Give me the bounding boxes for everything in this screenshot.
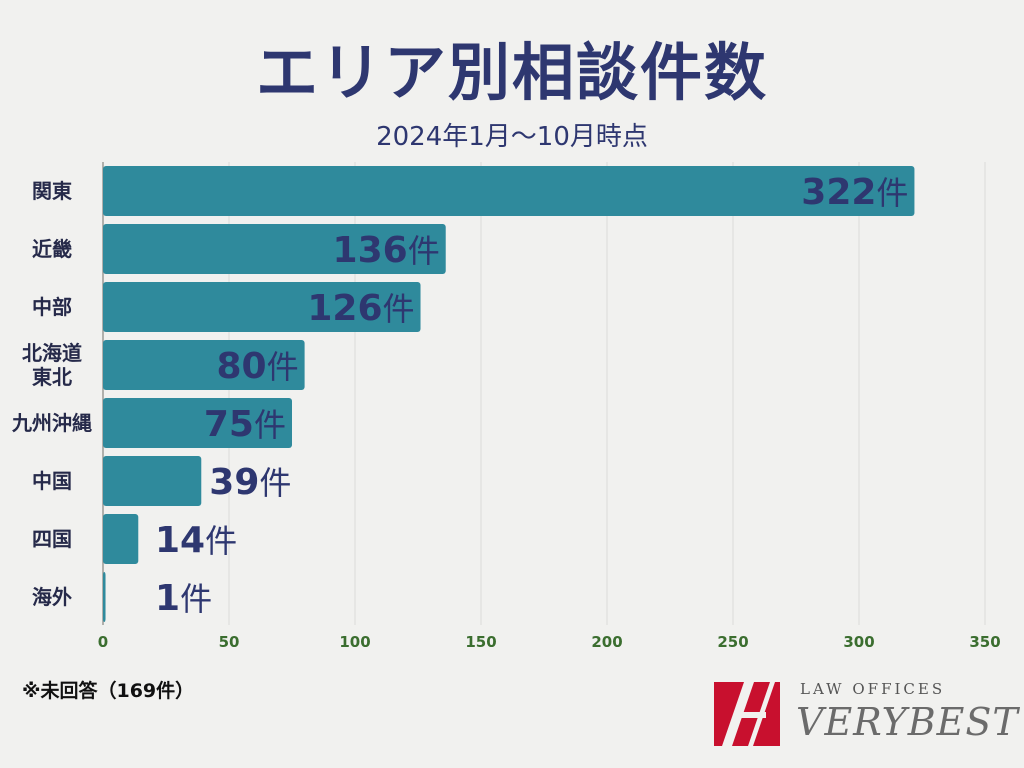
bar-7: [103, 572, 106, 622]
chart-subtitle: 2024年1月～10月時点: [376, 122, 648, 152]
value-number: 1: [155, 578, 180, 619]
x-tick-label: 150: [465, 633, 496, 651]
bar-4: [103, 398, 292, 448]
bar-1: [103, 224, 446, 274]
x-tick-label: 200: [591, 633, 622, 651]
bar-5: [103, 456, 202, 506]
logo-verybest: VERYBEST: [796, 700, 1019, 744]
category-label: 海外: [32, 585, 72, 609]
value-label: 322件: [801, 172, 908, 213]
bar-3: [103, 340, 305, 390]
category-label: 北海道: [22, 341, 82, 365]
logo-mark-icon: [714, 682, 780, 746]
value-unit: 件: [259, 464, 291, 502]
value-label: 126件: [307, 288, 414, 329]
value-number: 14: [155, 520, 205, 561]
value-unit: 件: [254, 406, 286, 444]
category-label: 近畿: [32, 237, 72, 261]
value-number: 75: [204, 404, 254, 445]
bar-6: [103, 514, 139, 564]
bar-0: [103, 166, 915, 216]
value-number: 39: [209, 462, 259, 503]
value-unit: 件: [408, 232, 440, 270]
value-label: 39件: [209, 462, 291, 503]
x-tick-label: 0: [98, 633, 108, 651]
category-label: 九州沖縄: [11, 411, 92, 435]
x-tick-label: 50: [219, 633, 240, 651]
value-label: 1件: [155, 578, 212, 619]
category-label: 中部: [32, 295, 72, 319]
value-number: 80: [216, 346, 266, 387]
law-offices-logo: LAW OFFICES VERYBEST: [714, 678, 1018, 748]
value-unit: 件: [180, 580, 212, 618]
value-number: 322: [801, 172, 876, 213]
value-number: 126: [307, 288, 382, 329]
category-label: 四国: [32, 527, 72, 551]
logo-law-offices: LAW OFFICES: [800, 680, 946, 698]
unanswered-note: ※未回答（169件）: [22, 680, 195, 702]
category-label: 東北: [32, 365, 72, 389]
value-unit: 件: [267, 348, 299, 386]
value-label: 80件: [216, 346, 298, 387]
value-unit: 件: [876, 174, 908, 212]
category-label: 関東: [32, 179, 72, 203]
x-tick-label: 250: [717, 633, 748, 651]
x-tick-label: 100: [339, 633, 370, 651]
value-unit: 件: [205, 522, 237, 560]
chart-title: エリア別相談件数: [255, 36, 768, 109]
category-label: 中国: [32, 469, 72, 493]
x-tick-label: 300: [843, 633, 874, 651]
value-unit: 件: [383, 290, 415, 328]
bar-2: [103, 282, 421, 332]
x-tick-label: 350: [969, 633, 1000, 651]
value-label: 14件: [155, 520, 237, 561]
value-label: 75件: [204, 404, 286, 445]
value-label: 136件: [333, 230, 440, 271]
value-number: 136: [333, 230, 408, 271]
